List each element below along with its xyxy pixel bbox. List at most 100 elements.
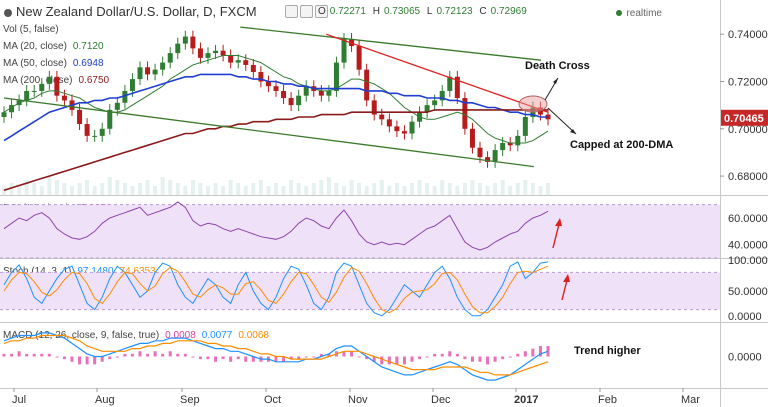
macd-histogram-bar [183, 353, 187, 357]
volume-bar [228, 180, 233, 195]
volume-bar [39, 186, 44, 195]
volume-bar [462, 183, 467, 195]
candle-body [250, 64, 256, 73]
candle-body [84, 124, 90, 136]
macd-histogram-bar [357, 356, 361, 358]
macd-histogram-bar [251, 356, 255, 362]
volume-bar [470, 180, 475, 195]
macd-signal-line [3, 334, 549, 376]
volume-bar [175, 183, 180, 195]
candle-body [454, 76, 460, 99]
candle-body [228, 55, 234, 63]
volume-bar [138, 183, 142, 195]
legend-ma200[interactable]: MA (200, close) 0.6750 [3, 75, 110, 86]
macd-histogram-bar [176, 353, 180, 357]
legend-stoch[interactable]: Stoch (14, 3, 1) 97.1480 74.6353 [3, 266, 156, 277]
ma20-line [3, 55, 549, 144]
candle-body [303, 86, 309, 96]
candle-body [213, 50, 219, 54]
volume-bar [289, 180, 294, 195]
candle-body [288, 98, 294, 106]
symbol-dot-icon [4, 8, 12, 17]
candle-body [409, 121, 415, 134]
legend-vol[interactable]: Vol (5, false) [3, 24, 59, 35]
volume-bar [447, 183, 452, 195]
macd-histogram-bar [312, 356, 316, 358]
volume-bar [236, 183, 241, 195]
ma50-line [3, 73, 548, 142]
candle-body [190, 36, 196, 49]
low-value: 0.72123 [436, 6, 473, 17]
settings-icon[interactable] [300, 5, 313, 18]
close-icon[interactable] [315, 5, 328, 18]
rsi-up-arrow-head [555, 218, 562, 226]
candle-body [46, 76, 52, 84]
volume-bar [24, 180, 29, 195]
macd-histogram-bar [297, 356, 301, 360]
rsi-axis-label: 60.0000 [728, 213, 768, 225]
candle-body [137, 67, 143, 80]
legend-macd[interactable]: MACD (12, 26, close, 9, false, true) 0.00… [3, 330, 269, 341]
volume-bar [478, 183, 482, 195]
volume-bar [425, 183, 430, 195]
macd-histogram-bar [161, 353, 165, 357]
volume-bar [206, 186, 210, 195]
eye-icon[interactable] [285, 5, 298, 18]
ma200-line [3, 109, 548, 192]
rsi-pane[interactable] [0, 201, 720, 259]
stoch-pane[interactable] [0, 261, 720, 317]
volume-bar [508, 186, 513, 195]
volume-bar [387, 186, 392, 195]
macd-histogram-bar [191, 356, 195, 358]
macd-pane[interactable] [2, 332, 550, 381]
macd-histogram-bar [206, 356, 210, 360]
rsi-line [3, 201, 549, 251]
candle-body [9, 105, 15, 113]
candle-body [61, 95, 67, 101]
candle-body [77, 109, 83, 125]
legend-toolbar[interactable] [285, 5, 330, 23]
candle-body [235, 60, 241, 63]
macd-histogram-bar [32, 353, 36, 357]
candle-body [401, 131, 407, 134]
volume-bar [9, 183, 14, 195]
volume-bar [122, 183, 127, 195]
volume-bar [100, 183, 105, 195]
macd-histogram-bar [168, 351, 172, 357]
legend-ma20[interactable]: MA (20, close) 0.7120 [3, 41, 104, 52]
volume-bar [274, 183, 278, 195]
candle-body [39, 83, 45, 91]
candle-body [469, 128, 475, 148]
ohlc-readout: O 0.72271 H 0.73065 L 0.72123 C 0.72969 [318, 6, 531, 17]
rsi-axis-label: 40.0000 [728, 240, 768, 252]
volume-bar [500, 180, 505, 195]
volume-bar [198, 183, 203, 195]
legend-ma50[interactable]: MA (50, close) 0.6948 [3, 58, 104, 69]
candle-body [122, 90, 128, 103]
macd-histogram-bar [229, 356, 233, 362]
price-pane[interactable] [1, 26, 551, 195]
volume-bar [394, 183, 399, 195]
candle-body [129, 79, 135, 91]
candle-body [160, 62, 166, 70]
macd-histogram-bar [214, 356, 218, 362]
volume-bar [402, 186, 407, 195]
death-cross-arrow-head [553, 78, 558, 84]
realtime-indicator: realtime [616, 8, 662, 19]
macd-histogram-bar [153, 351, 157, 357]
macd-histogram-bar [486, 356, 490, 365]
candle-body [318, 90, 324, 96]
volume-bar [183, 186, 188, 195]
macd-histogram-bar [448, 351, 452, 357]
volume-bar [213, 183, 218, 195]
macd-histogram-bar [455, 353, 459, 357]
macd-histogram-bar [516, 353, 520, 357]
candle-body [500, 142, 506, 151]
price-axis-label: 0.68000 [728, 171, 768, 183]
macd-histogram-bar [372, 356, 376, 362]
open-key: O [318, 6, 326, 17]
macd-histogram-bar [130, 353, 134, 357]
volume-bar [364, 186, 369, 195]
